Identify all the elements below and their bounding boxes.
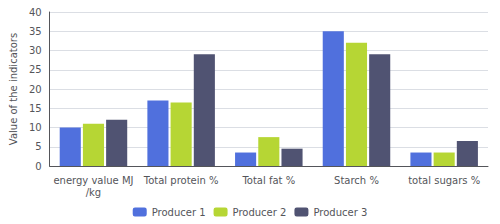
svg-text:Total fat %: Total fat % [241, 175, 295, 186]
svg-text:energy value MJ: energy value MJ [53, 175, 133, 186]
svg-text:Producer 3: Producer 3 [313, 207, 367, 218]
svg-text:/kg: /kg [86, 187, 102, 198]
svg-text:10: 10 [29, 122, 42, 133]
svg-text:Value of the indicators: Value of the indicators [8, 33, 19, 145]
svg-text:Total protein %: Total protein % [143, 175, 219, 186]
svg-text:total sugars %: total sugars % [408, 175, 480, 186]
svg-text:15: 15 [29, 103, 42, 114]
svg-text:20: 20 [29, 84, 42, 95]
svg-text:5: 5 [35, 141, 41, 152]
svg-text:Starch %: Starch % [334, 175, 379, 186]
svg-text:Producer 1: Producer 1 [152, 207, 206, 218]
svg-text:30: 30 [29, 45, 42, 56]
svg-text:25: 25 [29, 64, 42, 75]
svg-text:0: 0 [35, 161, 41, 172]
svg-text:40: 40 [29, 7, 42, 18]
svg-text:Producer 2: Producer 2 [233, 207, 287, 218]
svg-text:35: 35 [29, 26, 42, 37]
